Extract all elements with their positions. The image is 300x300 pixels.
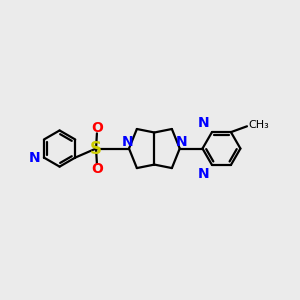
- Text: N: N: [29, 151, 40, 165]
- Text: O: O: [91, 121, 103, 135]
- Text: S: S: [90, 140, 102, 158]
- Text: N: N: [122, 135, 134, 149]
- Text: N: N: [176, 135, 187, 149]
- Text: N: N: [198, 167, 210, 181]
- Text: CH₃: CH₃: [249, 120, 269, 130]
- Text: O: O: [91, 162, 103, 176]
- Text: N: N: [198, 116, 210, 130]
